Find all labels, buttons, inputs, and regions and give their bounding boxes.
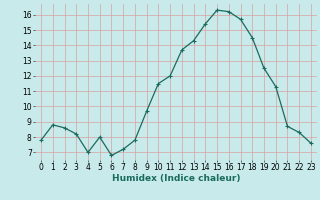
X-axis label: Humidex (Indice chaleur): Humidex (Indice chaleur) (112, 174, 240, 183)
